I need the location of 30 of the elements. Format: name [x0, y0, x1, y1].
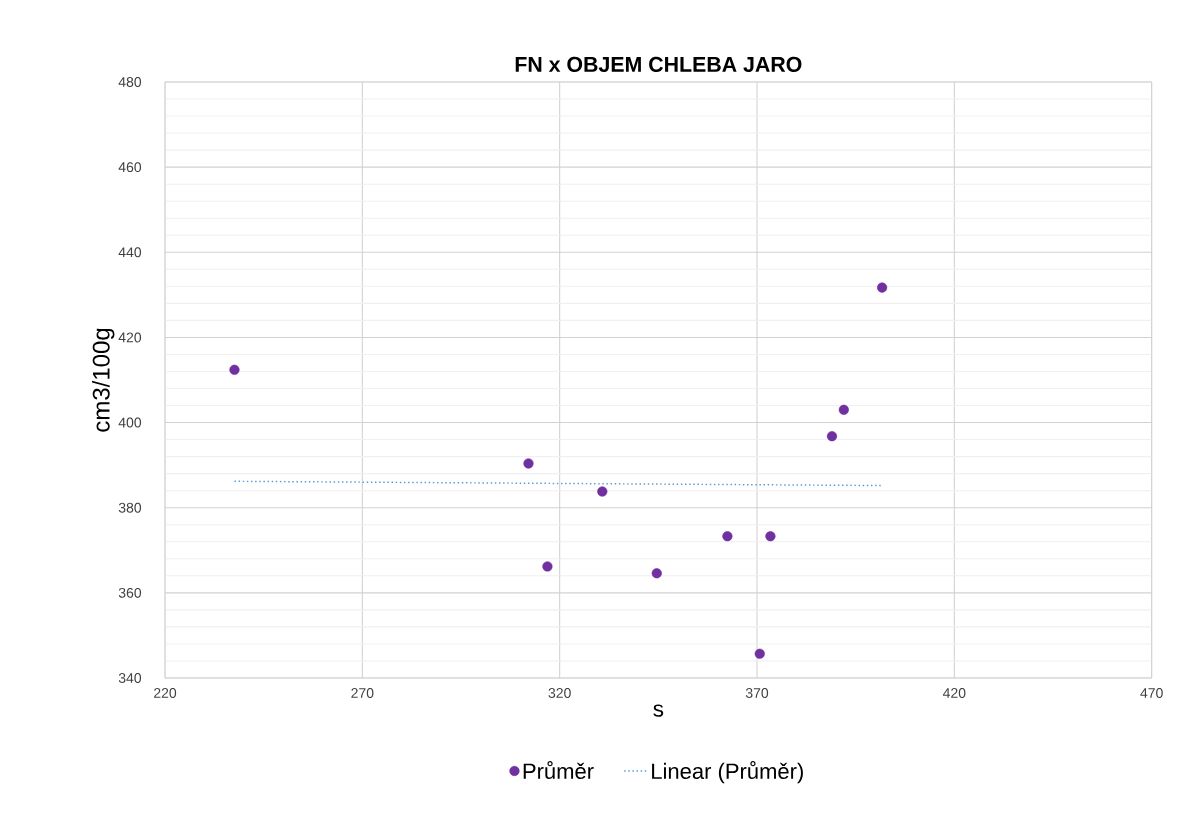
x-tick-label: 320	[548, 688, 571, 698]
y-tick-label: 440	[118, 247, 142, 258]
point	[754, 648, 765, 659]
y-tick-label: 360	[118, 587, 142, 598]
point	[826, 431, 838, 442]
y-tick-label: 400	[118, 417, 142, 428]
x-tick-label: 370	[745, 688, 769, 698]
point	[838, 404, 849, 415]
point	[877, 282, 888, 293]
point	[542, 561, 553, 572]
point	[229, 364, 240, 375]
legend-label: Průměr	[523, 761, 594, 780]
y-tick-label: 420	[118, 332, 142, 343]
chart-title: FN x OBJEM CHLEBA JARO	[515, 56, 802, 72]
point	[722, 531, 733, 542]
y-tick-label: 380	[118, 502, 142, 513]
point	[765, 531, 776, 542]
point	[597, 486, 608, 497]
x-tick-label: 270	[351, 688, 374, 698]
x-axis-title: s	[653, 704, 664, 717]
y-tick-label: 460	[118, 162, 142, 173]
y-tick-label: 480	[118, 77, 142, 87]
x-tick-label: 420	[942, 688, 966, 698]
x-tick-label: 470	[1140, 688, 1163, 698]
x-tick-label: 220	[154, 688, 177, 698]
legend-label: Linear (Průměr)	[652, 761, 803, 784]
point	[651, 568, 662, 579]
y-axis-title: cm3/100g	[92, 328, 115, 432]
y-tick-label: 340	[118, 673, 142, 683]
point	[523, 458, 534, 469]
